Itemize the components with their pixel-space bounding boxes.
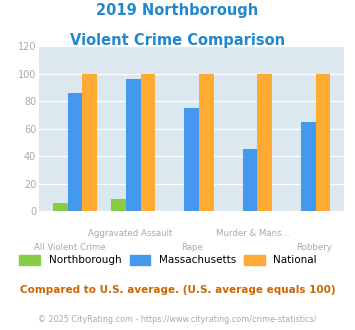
Bar xyxy=(67,93,82,211)
Bar xyxy=(301,122,316,211)
Text: Robbery: Robbery xyxy=(296,243,332,251)
Text: Compared to U.S. average. (U.S. average equals 100): Compared to U.S. average. (U.S. average … xyxy=(20,285,335,295)
Bar xyxy=(141,74,155,211)
Bar xyxy=(111,199,126,211)
Text: All Violent Crime: All Violent Crime xyxy=(34,243,105,251)
Text: Murder & Mans...: Murder & Mans... xyxy=(216,229,290,238)
Text: 2019 Northborough: 2019 Northborough xyxy=(96,3,259,18)
Bar xyxy=(243,149,257,211)
Bar xyxy=(199,74,214,211)
Bar xyxy=(184,108,199,211)
Bar xyxy=(53,203,67,211)
Bar xyxy=(126,79,141,211)
Text: Aggravated Assault: Aggravated Assault xyxy=(88,229,173,238)
Bar xyxy=(257,74,272,211)
Legend: Northborough, Massachusetts, National: Northborough, Massachusetts, National xyxy=(20,255,317,265)
Text: Violent Crime Comparison: Violent Crime Comparison xyxy=(70,33,285,48)
Bar xyxy=(316,74,331,211)
Text: Rape: Rape xyxy=(181,243,203,251)
Text: © 2025 CityRating.com - https://www.cityrating.com/crime-statistics/: © 2025 CityRating.com - https://www.city… xyxy=(38,315,317,324)
Bar xyxy=(82,74,97,211)
